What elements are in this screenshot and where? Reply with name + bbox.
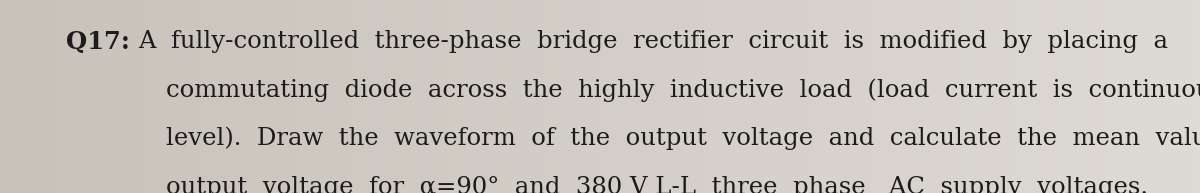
Text: level).  Draw  the  waveform  of  the  output  voltage  and  calculate  the  mea: level). Draw the waveform of the output … [166, 126, 1200, 150]
Text: A  fully-controlled  three-phase  bridge  rectifier  circuit  is  modified  by  : A fully-controlled three-phase bridge re… [138, 30, 1168, 53]
Text: commutating  diode  across  the  highly  inductive  load  (load  current  is  co: commutating diode across the highly indu… [166, 78, 1200, 102]
Text: Q17:: Q17: [66, 30, 130, 54]
Text: output  voltage  for  α=90°  and  380 V L-L  three  phase   AC  supply  voltages: output voltage for α=90° and 380 V L-L t… [166, 176, 1147, 193]
